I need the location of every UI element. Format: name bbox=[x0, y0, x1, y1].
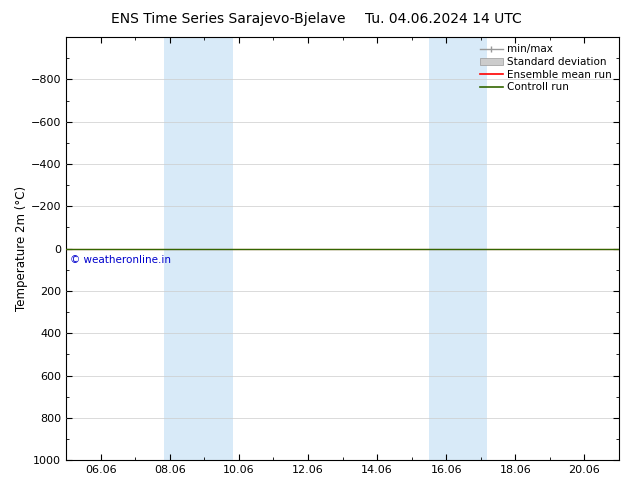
Y-axis label: Temperature 2m (°C): Temperature 2m (°C) bbox=[15, 186, 28, 311]
Legend: min/max, Standard deviation, Ensemble mean run, Controll run: min/max, Standard deviation, Ensemble me… bbox=[478, 42, 614, 94]
Text: ENS Time Series Sarajevo-Bjelave: ENS Time Series Sarajevo-Bjelave bbox=[111, 12, 346, 26]
Text: Tu. 04.06.2024 14 UTC: Tu. 04.06.2024 14 UTC bbox=[365, 12, 522, 26]
Bar bbox=[164, 37, 233, 460]
Text: © weatheronline.in: © weatheronline.in bbox=[70, 255, 171, 265]
Bar bbox=[429, 37, 487, 460]
